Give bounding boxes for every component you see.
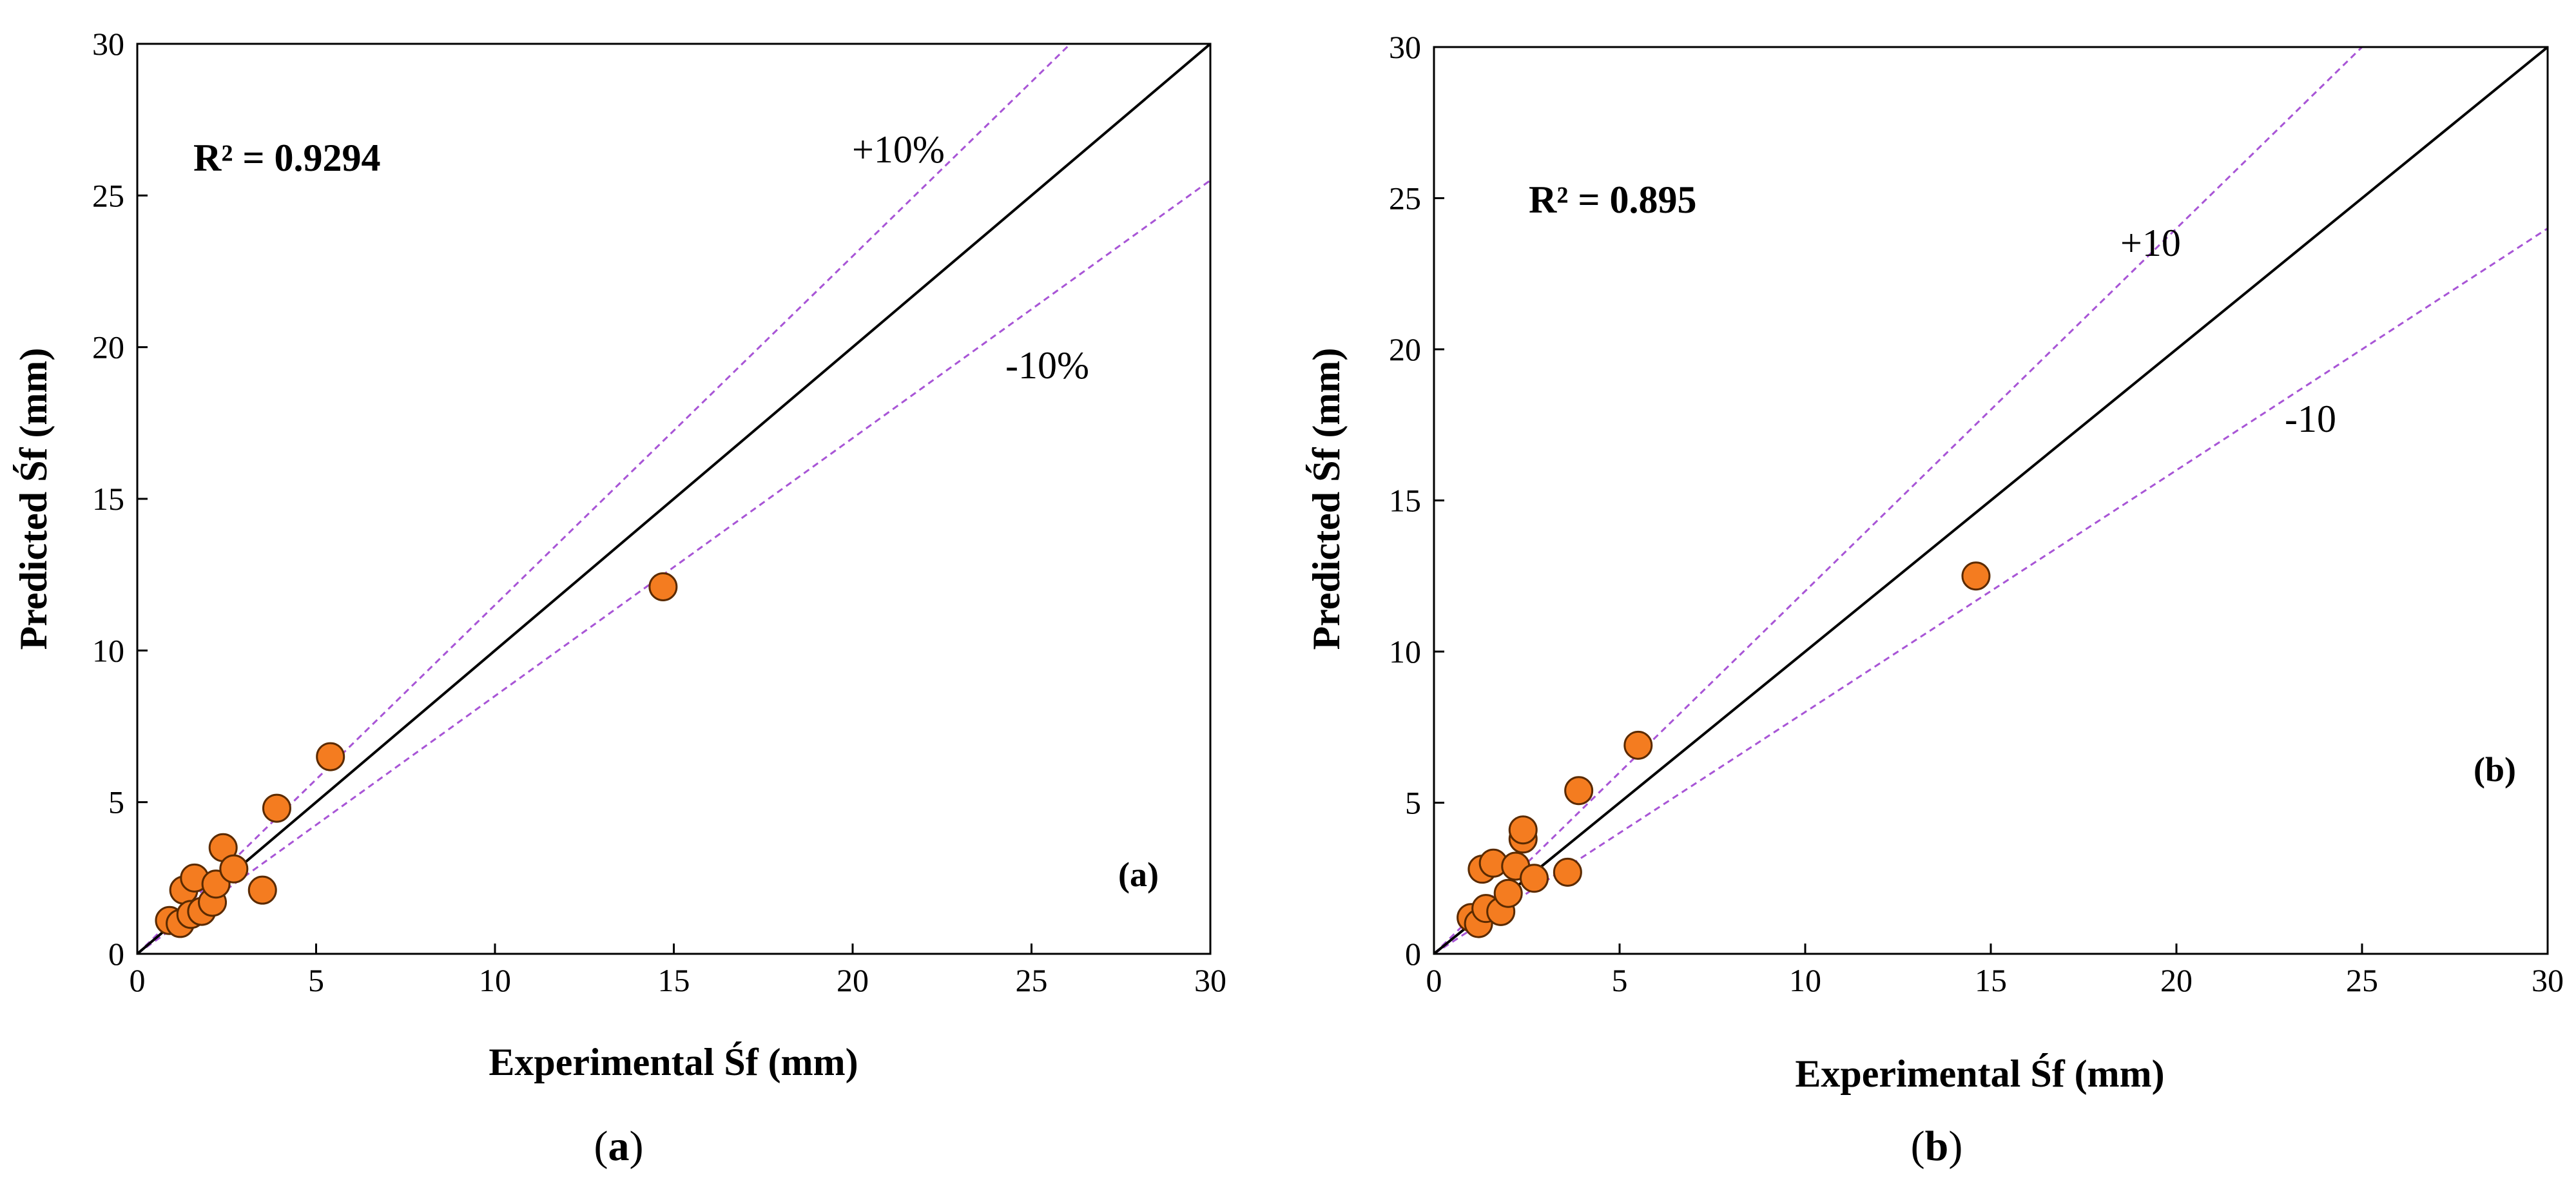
chart-a-upper-band-label: +10%: [852, 128, 945, 171]
chart-a-point-11: [262, 793, 291, 823]
chart-b-y-tick-label-2: 10: [1389, 634, 1421, 670]
chart-b-r2-label: R² = 0.895: [1529, 179, 1697, 221]
chart-b-y-tick-label-6: 30: [1389, 29, 1421, 65]
chart-b-point-12: [1564, 776, 1594, 806]
chart-b-y-tick-label-1: 5: [1405, 785, 1421, 821]
chart-b-x-tick-label-5: 25: [2346, 962, 2378, 998]
chart-b-point-6: [1493, 878, 1523, 908]
chart-b-point-14: [1961, 561, 1991, 591]
chart-a-y-tick-label-6: 30: [92, 26, 124, 62]
chart-a-y-tick-label-0: 0: [108, 936, 124, 972]
chart-a-point-12: [316, 742, 345, 771]
chart-a-x-axis-title: Experimental Śf (mm): [489, 1041, 858, 1083]
chart-a-ticks: 0 5 10 15 20 25 30 0 5 10 15 20 25 30: [92, 26, 1226, 998]
chart-a-point-10: [247, 875, 277, 905]
chart-b-x-tick-label-2: 10: [1789, 962, 1821, 998]
chart-b-identity-line: [1434, 47, 2548, 954]
chart-a-y-tick-label-5: 25: [92, 177, 124, 213]
chart-a-marks: [137, 44, 1210, 954]
chart-a-point-13: [648, 572, 678, 601]
chart-b-point-10: [1520, 864, 1549, 893]
chart-b-y-axis-title: Predicted Śf (mm): [1305, 348, 1348, 650]
chart-b-y-tick-label-5: 25: [1389, 180, 1421, 217]
chart-a-x-tick-label-3: 15: [658, 962, 690, 998]
chart-a-y-axis-title: Predicted Śf (mm): [12, 348, 55, 650]
chart-b-upper-band-line: [1434, 47, 2364, 954]
chart-panel-a: 0 5 10 15 20 25 30 0 5 10 15 20 25 30 R² = 0.9294 +10…: [12, 26, 1226, 1170]
chart-a-r2-label: R² = 0.9294: [193, 137, 381, 179]
chart-b-y-tick-label-4: 20: [1389, 331, 1421, 367]
chart-b-x-tick-label-6: 30: [2532, 962, 2564, 998]
chart-a-x-tick-label-6: 30: [1194, 962, 1226, 998]
chart-a-upper-band-line: [137, 44, 1072, 954]
chart-a-x-tick-label-5: 25: [1016, 962, 1048, 998]
chart-b-point-13: [1623, 730, 1653, 760]
chart-b-x-tick-label-0: 0: [1426, 962, 1442, 998]
chart-a-y-tick-label-1: 5: [108, 784, 124, 820]
chart-a-x-tick-label-2: 10: [479, 962, 511, 998]
chart-b-x-axis-title: Experimental Śf (mm): [1795, 1052, 2164, 1095]
chart-b-point-9: [1508, 815, 1538, 845]
chart-b-upper-band-label: +10: [2120, 222, 2181, 264]
chart-a-x-tick-label-1: 5: [308, 962, 324, 998]
chart-a-lower-band-label: -10%: [1005, 344, 1089, 387]
chart-a-caption: (a): [594, 1123, 644, 1170]
chart-a-panel-tag: (a): [1118, 855, 1159, 894]
chart-a-point-9: [219, 854, 249, 884]
chart-b-x-tick-label-4: 20: [2160, 962, 2193, 998]
chart-b-lower-band-line: [1434, 228, 2548, 954]
chart-b-x-tick-label-3: 15: [1975, 962, 2007, 998]
chart-a-lower-band-line: [137, 179, 1210, 954]
chart-a-x-tick-label-0: 0: [130, 962, 146, 998]
chart-a-y-tick-label-2: 10: [92, 632, 124, 668]
chart-b-ticks: 0 5 10 15 20 25 30 0 5 10 15 20 25 30: [1389, 29, 2564, 998]
chart-b-x-tick-label-1: 5: [1612, 962, 1628, 998]
chart-b-y-tick-label-3: 15: [1389, 483, 1421, 519]
chart-b-point-11: [1553, 857, 1582, 887]
chart-a-identity-line: [137, 44, 1210, 954]
chart-a-y-tick-label-4: 20: [92, 329, 124, 365]
chart-b-panel-tag: (b): [2474, 750, 2516, 789]
chart-b-marks: [1434, 47, 2548, 954]
chart-b-y-tick-label-0: 0: [1405, 936, 1421, 972]
chart-b-caption: (b): [1911, 1123, 1963, 1170]
chart-a-x-tick-label-4: 20: [837, 962, 869, 998]
chart-b-lower-band-label: -10: [2285, 398, 2336, 440]
chart-a-y-tick-label-3: 15: [92, 481, 124, 517]
